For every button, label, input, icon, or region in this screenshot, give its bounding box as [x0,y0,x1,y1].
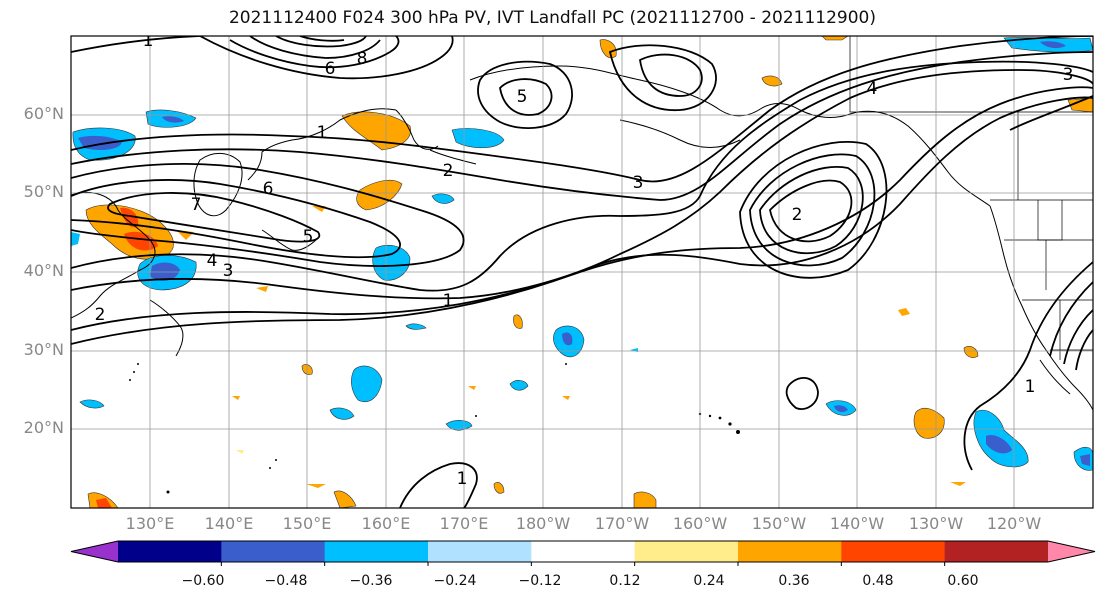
lon-label-160e: 160°E [361,514,411,533]
lon-label-150w: 150°W [751,514,807,533]
colorbar-segment [738,541,842,562]
contour-label: 2 [792,205,803,225]
lat-label-40n: 40°N [23,261,64,280]
colorbar-outline [70,540,1096,563]
contour-label: 3 [633,173,644,193]
colorbar-tick-label: 0.24 [693,573,725,589]
contour-label: 2 [95,305,106,325]
colorbar-tick-label: −0.24 [433,573,477,589]
colorbar-segment [634,541,739,562]
coastlines [71,65,1093,411]
contour-label: 2 [443,161,454,181]
contour-label: 3 [1063,65,1074,85]
colorbar [70,540,1096,566]
contour-label: 1 [443,291,454,311]
colorbar-tick-label: −0.60 [181,573,225,589]
contour-label: 1 [317,123,328,143]
lon-label-140w: 140°W [829,514,885,533]
colorbar-segment [841,541,946,562]
lat-label-60n: 60°N [23,104,64,123]
contour-label: 7 [191,195,202,215]
contour-label: 8 [357,49,368,69]
contour-label: 5 [303,227,314,247]
contour-label: 1 [457,469,468,489]
colorbar-tick-label: 0.36 [778,573,810,589]
political-borders [849,36,1093,360]
colorbar-segment [428,541,532,562]
contour-label: 6 [325,59,336,79]
contour-label: 1 [1025,377,1036,397]
lon-label-160w: 160°W [672,514,728,533]
lat-label-20n: 20°N [23,418,64,437]
contour-label: 1 [143,31,154,51]
contour-label: 5 [517,87,528,107]
colorbar-tick-label: −0.36 [349,573,393,589]
map-title: 2021112400 F024 300 hPa PV, IVT Landfall… [228,8,876,28]
colorbar-extend-high [1048,541,1095,562]
colorbar-tick-label: 0.12 [609,573,641,589]
lon-label-130e: 130°E [125,514,175,533]
lon-label-150e: 150°E [282,514,332,533]
contour-label: 6 [263,179,274,199]
contour-labels: 1 1 1 1 1 2 2 2 3 3 3 4 4 5 5 6 6 7 8 [95,31,1074,489]
colorbar-tick-label: 0.60 [947,573,979,589]
contour-label: 4 [207,251,218,271]
lon-label-120w: 120°W [986,514,1042,533]
colorbar-segment [531,541,636,562]
lat-label-50n: 50°N [23,182,64,201]
lon-label-170e: 170°E [439,514,489,533]
lon-label-180w: 180°W [515,514,571,533]
colorbar-segment [324,541,429,562]
gridlines [71,36,1093,508]
colorbar-tick-label: −0.48 [264,573,308,589]
lon-label-170w: 170°W [594,514,650,533]
contour-label: 4 [867,79,878,99]
islands [129,363,740,494]
colorbar-tick-label: 0.48 [862,573,894,589]
colorbar-segment [944,541,1049,562]
colorbar-segment [118,541,222,562]
colorbar-segment [221,541,326,562]
lon-label-140e: 140°E [204,514,254,533]
anomaly-shading [71,36,1093,508]
colorbar-extend-low [71,541,118,562]
lon-label-130w: 130°W [908,514,964,533]
pv-contours [71,36,1093,508]
lat-label-30n: 30°N [23,340,64,359]
contour-label: 3 [223,261,234,281]
colorbar-tick-label: −0.12 [518,573,562,589]
map-frame [70,35,1094,509]
